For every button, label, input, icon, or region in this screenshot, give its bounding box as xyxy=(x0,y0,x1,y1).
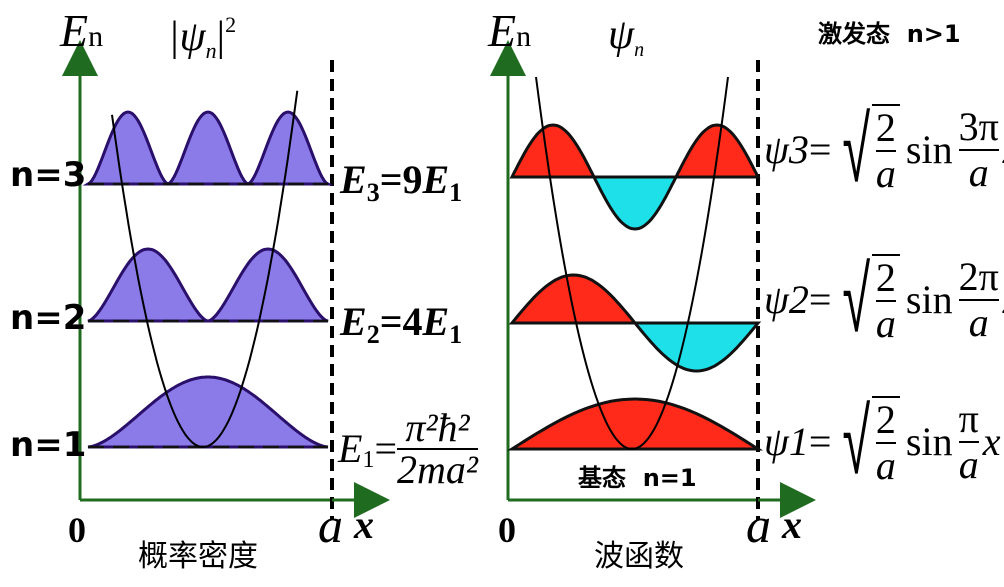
level-label-n3: n=3 xyxy=(10,155,87,195)
left-panel-title: |ψn|2 xyxy=(168,12,237,63)
wavefunction-formula-3: ψ3= √2a sin 3πa x xyxy=(764,96,1004,203)
right-potential-parabola xyxy=(535,76,729,451)
wavefunction-formula-2: ψ2= √2a sin 2πa x xyxy=(764,246,1004,353)
right-x-axis-label: x xyxy=(782,502,802,547)
density-curve-n2 xyxy=(87,247,329,323)
energy-label-e3: E3=9E1 xyxy=(340,157,463,207)
level-label-n2: n=2 xyxy=(10,298,87,338)
right-y-axis-label: En xyxy=(488,5,532,56)
left-potential-parabola xyxy=(111,90,299,449)
density-curve-n3 xyxy=(82,110,334,186)
energy-label-e1: E 1 = π²ħ² 2ma² xyxy=(338,405,478,492)
left-y-axis-label: En xyxy=(60,5,104,56)
density-curve-n1 xyxy=(87,375,329,449)
level-label-n1: n=1 xyxy=(10,425,87,465)
wave-lobe-n2-1 xyxy=(508,273,639,325)
right-caption: 波函数 xyxy=(594,539,684,574)
wave-lobe-n3-2 xyxy=(591,175,679,231)
right-x-origin: 0 xyxy=(498,510,516,550)
excited-state-label: 激发态 n>1 xyxy=(818,20,961,48)
energy-label-e2: E2=4E1 xyxy=(340,299,463,349)
left-x-axis-label: x xyxy=(354,502,374,547)
left-x-origin: 0 xyxy=(68,510,86,550)
wave-lobe-n1-1 xyxy=(506,397,764,451)
right-panel-title: ψn xyxy=(608,12,645,61)
left-panel-graphics xyxy=(62,40,390,520)
left-x-end: a xyxy=(318,497,343,553)
ground-state-label: 基态 n=1 xyxy=(578,464,697,492)
right-x-end: a xyxy=(746,497,771,553)
left-caption: 概率密度 xyxy=(138,539,258,574)
wave-lobe-n3-1 xyxy=(509,123,597,179)
right-panel-graphics xyxy=(490,40,816,520)
wave-lobe-n2-2 xyxy=(631,321,762,373)
